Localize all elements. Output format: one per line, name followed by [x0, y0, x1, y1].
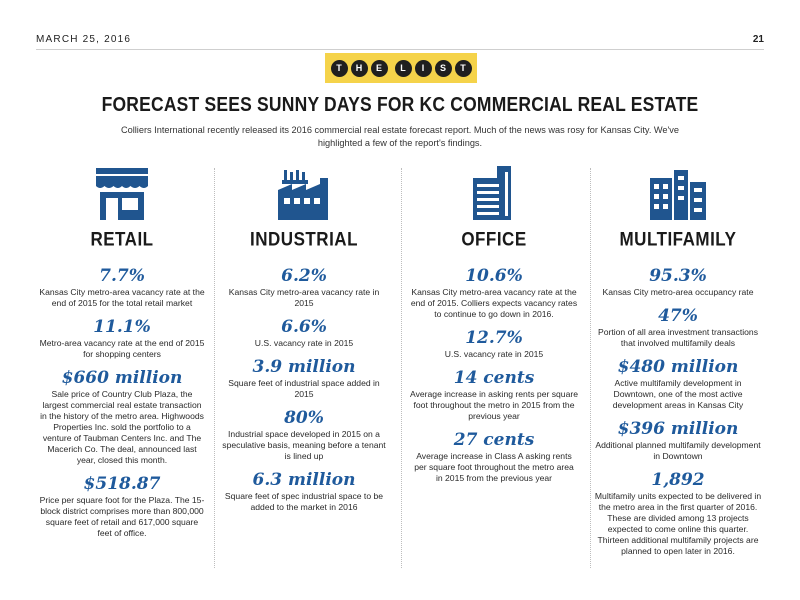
- stat-value: 3.9 million: [252, 357, 356, 377]
- stat-value: 6.6%: [281, 317, 327, 337]
- stat-item: $660 million Sale price of Country Club …: [32, 368, 212, 466]
- issue-date: MARCH 25, 2016: [36, 34, 132, 45]
- header-divider: [36, 49, 764, 50]
- office-building-icon: [404, 166, 584, 220]
- stat-item: 6.3 million Square feet of spec industri…: [214, 470, 394, 513]
- stat-description: Kansas City metro-area vacancy rate at t…: [39, 287, 205, 308]
- stat-description: Square feet of industrial space added in…: [228, 378, 380, 399]
- stat-item: 95.3% Kansas City metro-area occupancy r…: [588, 266, 768, 298]
- stat-value: 27 cents: [453, 430, 535, 450]
- stat-value: 6.2%: [281, 266, 327, 286]
- storefront-icon: [32, 168, 212, 220]
- stat-item: 47% Portion of all area investment trans…: [588, 306, 768, 349]
- stat-description: Average increase in Class A asking rents…: [414, 451, 574, 483]
- badge-letter: S: [434, 59, 452, 77]
- stat-description: Kansas City metro-area vacancy rate at t…: [410, 287, 578, 319]
- apartment-building-icon: [588, 168, 768, 220]
- multifamily-column: MULTIFAMILY 95.3% Kansas City metro-area…: [588, 168, 768, 557]
- stat-description: U.S. vacancy rate in 2015: [444, 349, 544, 359]
- stat-value: 80%: [284, 408, 324, 428]
- stat-item: 6.2% Kansas City metro-area vacancy rate…: [214, 266, 394, 309]
- stat-description: Metro-area vacancy rate at the end of 20…: [39, 338, 205, 359]
- stat-description: Industrial space developed in 2015 on a …: [222, 429, 386, 461]
- industrial-title: INDUSTRIAL: [250, 228, 358, 251]
- stat-description: Additional planned multifamily developme…: [595, 440, 761, 461]
- the-list-badge: T H E L I S T: [325, 53, 477, 83]
- stat-item: 11.1% Metro-area vacancy rate at the end…: [32, 317, 212, 360]
- badge-letter: I: [414, 59, 432, 77]
- column-divider: [590, 168, 591, 568]
- stat-description: Price per square foot for the Plaza. The…: [39, 495, 205, 538]
- stat-item: 27 cents Average increase in Class A ask…: [404, 430, 584, 484]
- stat-item: 6.6% U.S. vacancy rate in 2015: [214, 317, 394, 349]
- stat-description: U.S. vacancy rate in 2015: [254, 338, 354, 348]
- stat-value: 7.7%: [99, 266, 145, 286]
- stat-value: 10.6%: [465, 266, 523, 286]
- column-divider: [214, 168, 215, 568]
- badge-letter: H: [350, 59, 368, 77]
- stat-item: $518.87 Price per square foot for the Pl…: [32, 474, 212, 539]
- badge-letter: L: [394, 59, 412, 77]
- stat-value: 1,892: [651, 470, 705, 490]
- page-header: MARCH 25, 2016 21: [36, 34, 764, 46]
- stat-item: 80% Industrial space developed in 2015 o…: [214, 408, 394, 462]
- factory-icon: [214, 168, 394, 220]
- stat-description: Kansas City metro-area occupancy rate: [602, 287, 754, 297]
- stat-value: 6.3 million: [252, 470, 356, 490]
- stat-item: 10.6% Kansas City metro-area vacancy rat…: [404, 266, 584, 320]
- stat-item: 7.7% Kansas City metro-area vacancy rate…: [32, 266, 212, 309]
- column-divider: [401, 168, 402, 568]
- stat-item: $480 million Active multifamily developm…: [588, 357, 768, 411]
- stat-description: Sale price of Country Club Plaza, the la…: [40, 389, 204, 465]
- retail-title: RETAIL: [90, 228, 154, 251]
- badge-letter: T: [330, 59, 348, 77]
- stat-value: 11.1%: [93, 317, 151, 337]
- stat-value: $480 million: [617, 357, 739, 377]
- multifamily-title: MULTIFAMILY: [619, 228, 737, 251]
- page-number: 21: [752, 34, 764, 45]
- industrial-column: INDUSTRIAL 6.2% Kansas City metro-area v…: [214, 168, 394, 513]
- badge-letter: T: [454, 59, 472, 77]
- office-title: OFFICE: [461, 228, 527, 251]
- stat-description: Square feet of spec industrial space to …: [224, 491, 384, 512]
- stat-item: $396 million Additional planned multifam…: [588, 419, 768, 462]
- intro-paragraph: Colliers International recently released…: [120, 125, 679, 148]
- stat-value: 14 cents: [453, 368, 535, 388]
- stat-description: Average increase in asking rents per squ…: [410, 389, 578, 421]
- stat-item: 12.7% U.S. vacancy rate in 2015: [404, 328, 584, 360]
- stat-value: 95.3%: [649, 266, 707, 286]
- stat-item: 14 cents Average increase in asking rent…: [404, 368, 584, 422]
- stat-description: Active multifamily development in Downto…: [612, 378, 744, 410]
- stat-description: Portion of all area investment transacti…: [597, 327, 759, 348]
- stat-description: Multifamily units expected to be deliver…: [594, 491, 762, 556]
- stat-value: $660 million: [61, 368, 183, 388]
- stat-item: 1,892 Multifamily units expected to be d…: [588, 470, 768, 557]
- page-headline: FORECAST SEES SUNNY DAYS FOR KC COMMERCI…: [101, 92, 699, 116]
- retail-column: RETAIL 7.7% Kansas City metro-area vacan…: [32, 168, 212, 539]
- stat-value: $396 million: [617, 419, 739, 439]
- stat-description: Kansas City metro-area vacancy rate in 2…: [228, 287, 380, 308]
- stat-item: 3.9 million Square feet of industrial sp…: [214, 357, 394, 400]
- stat-value: 47%: [658, 306, 698, 326]
- stat-value: 12.7%: [465, 328, 523, 348]
- badge-letter: E: [370, 59, 388, 77]
- stat-value: $518.87: [83, 474, 161, 494]
- office-column: OFFICE 10.6% Kansas City metro-area vaca…: [404, 166, 584, 484]
